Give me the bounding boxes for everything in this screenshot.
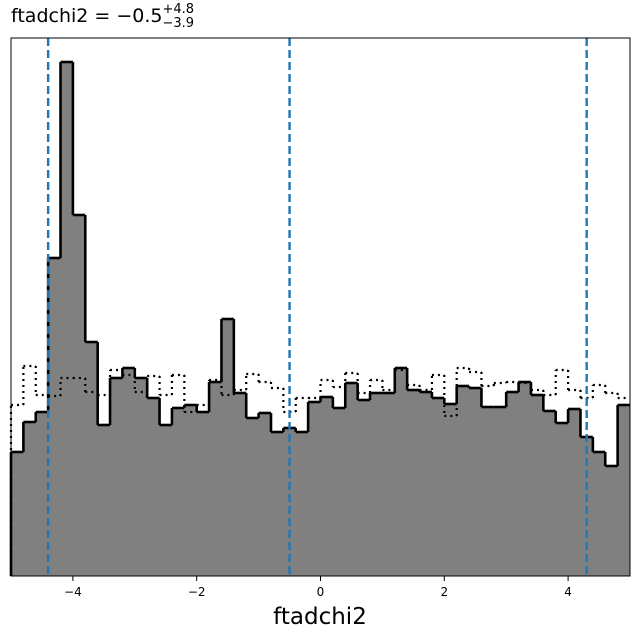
chart-title: ftadchi2 = −0.5+4.8 <box>11 2 194 27</box>
bar <box>48 258 61 576</box>
bar <box>469 388 482 576</box>
bar <box>568 409 581 576</box>
bar <box>23 422 37 576</box>
bar <box>85 342 98 576</box>
bar <box>196 412 210 576</box>
bar <box>605 466 618 576</box>
bar <box>258 413 272 576</box>
bar <box>518 382 532 576</box>
bar <box>233 393 247 576</box>
x-tick-label: −4 <box>64 585 82 599</box>
bar <box>159 425 173 576</box>
bar <box>456 386 470 576</box>
bar <box>530 395 544 576</box>
bar <box>431 398 445 576</box>
x-tick-label: 0 <box>317 585 325 599</box>
bar <box>122 368 136 576</box>
bar <box>110 378 123 576</box>
bar <box>394 368 408 576</box>
bar <box>308 402 321 576</box>
bar <box>419 392 433 576</box>
bar <box>543 411 557 576</box>
bar <box>35 412 49 576</box>
bar <box>147 398 160 576</box>
bar <box>221 319 235 576</box>
bar <box>60 62 74 576</box>
bar <box>97 425 111 576</box>
title-main: ftadchi2 = −0.5 <box>11 5 163 27</box>
bar <box>246 418 259 576</box>
bar <box>72 215 86 576</box>
bar <box>555 423 569 576</box>
bar <box>481 407 495 576</box>
bar <box>270 432 284 576</box>
x-axis-label: ftadchi2 <box>273 604 367 630</box>
bar <box>332 408 346 576</box>
bar <box>370 393 383 576</box>
x-tick-label: 4 <box>564 585 572 599</box>
bar <box>184 405 197 576</box>
title-sub: −3.9 <box>163 16 195 31</box>
bar <box>209 382 222 576</box>
bar <box>506 392 519 576</box>
bar <box>617 405 631 576</box>
bar <box>134 378 148 576</box>
bar <box>320 397 334 576</box>
bar <box>171 408 185 576</box>
bar <box>295 432 309 576</box>
bar <box>345 383 358 576</box>
title-sup: +4.8 <box>163 2 195 17</box>
bar <box>357 400 371 576</box>
bar <box>444 404 457 576</box>
bar <box>407 390 420 576</box>
bar <box>592 452 606 576</box>
x-tick-label: 2 <box>440 585 448 599</box>
bar <box>493 407 507 576</box>
bar <box>382 393 396 576</box>
x-tick-label: −2 <box>188 585 206 599</box>
bar <box>11 452 24 576</box>
